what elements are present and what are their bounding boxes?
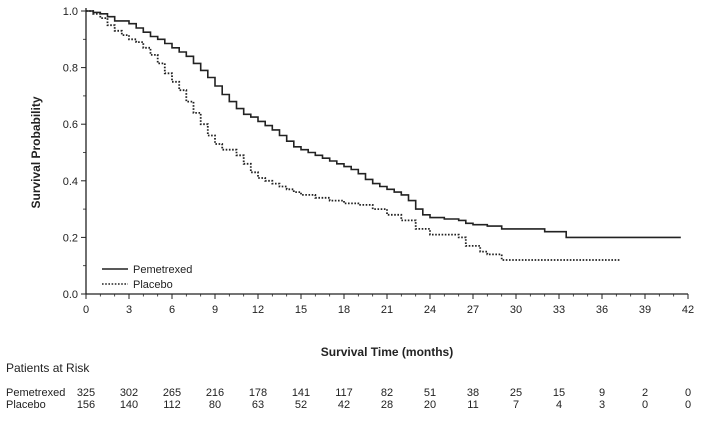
risk-cell: 20 [424, 399, 436, 411]
y-tick-label: 0.4 [63, 176, 78, 188]
y-tick-label: 0.8 [63, 63, 78, 75]
risk-cell: 52 [295, 399, 307, 411]
risk-cell: 80 [209, 399, 221, 411]
x-tick-label: 6 [169, 304, 175, 316]
risk-cell: 9 [599, 387, 605, 399]
risk-cell: 325 [77, 387, 95, 399]
risk-cell: 265 [163, 387, 181, 399]
x-tick-label: 33 [553, 304, 565, 316]
x-tick-label: 12 [252, 304, 264, 316]
risk-cell: 25 [510, 387, 522, 399]
risk-cell: 3 [599, 399, 605, 411]
risk-cell: 4 [556, 399, 562, 411]
risk-cell: 140 [120, 399, 138, 411]
risk-cell: 28 [381, 399, 393, 411]
risk-cell: 141 [292, 387, 310, 399]
risk-row-label-placebo: Placebo [6, 399, 46, 411]
y-tick-label: 0.0 [63, 289, 78, 301]
risk-cell: 51 [424, 387, 436, 399]
x-tick-label: 9 [212, 304, 218, 316]
risk-cell: 2 [642, 387, 648, 399]
risk-cell: 302 [120, 387, 138, 399]
risk-cell: 0 [642, 399, 648, 411]
x-tick-label: 3 [126, 304, 132, 316]
y-axis-title: Survival Probability [29, 96, 43, 208]
risk-cell: 0 [685, 399, 691, 411]
risk-cell: 82 [381, 387, 393, 399]
x-tick-label: 36 [596, 304, 608, 316]
risk-cell: 63 [252, 399, 264, 411]
x-tick-label: 18 [338, 304, 350, 316]
risk-cell: 0 [685, 387, 691, 399]
risk-cell: 7 [513, 399, 519, 411]
x-tick-label: 42 [682, 304, 694, 316]
risk-cell: 178 [249, 387, 267, 399]
x-tick-label: 39 [639, 304, 651, 316]
x-tick-label: 24 [424, 304, 436, 316]
risk-cell: 117 [335, 387, 353, 399]
x-tick-label: 27 [467, 304, 479, 316]
risk-table-title: Patients at Risk [6, 361, 90, 375]
legend-label-pemetrexed: Pemetrexed [133, 264, 192, 276]
x-tick-label: 15 [295, 304, 307, 316]
risk-cell: 15 [553, 387, 565, 399]
x-tick-label: 30 [510, 304, 522, 316]
risk-row-label-pemetrexed: Pemetrexed [6, 387, 65, 399]
x-axis-title: Survival Time (months) [321, 345, 453, 359]
x-tick-label: 0 [83, 304, 89, 316]
risk-cell: 156 [77, 399, 95, 411]
risk-cell: 216 [206, 387, 224, 399]
x-tick-label: 21 [381, 304, 393, 316]
y-tick-label: 0.2 [63, 232, 78, 244]
y-tick-label: 0.6 [63, 119, 78, 131]
risk-cell: 42 [338, 399, 350, 411]
risk-cell: 112 [163, 399, 181, 411]
legend-label-placebo: Placebo [133, 279, 173, 291]
series-line-pemetrexed [86, 10, 681, 239]
risk-cell: 38 [467, 387, 479, 399]
y-tick-label: 1.0 [63, 6, 78, 18]
series-line-placebo [86, 10, 621, 261]
risk-cell: 11 [467, 399, 478, 411]
